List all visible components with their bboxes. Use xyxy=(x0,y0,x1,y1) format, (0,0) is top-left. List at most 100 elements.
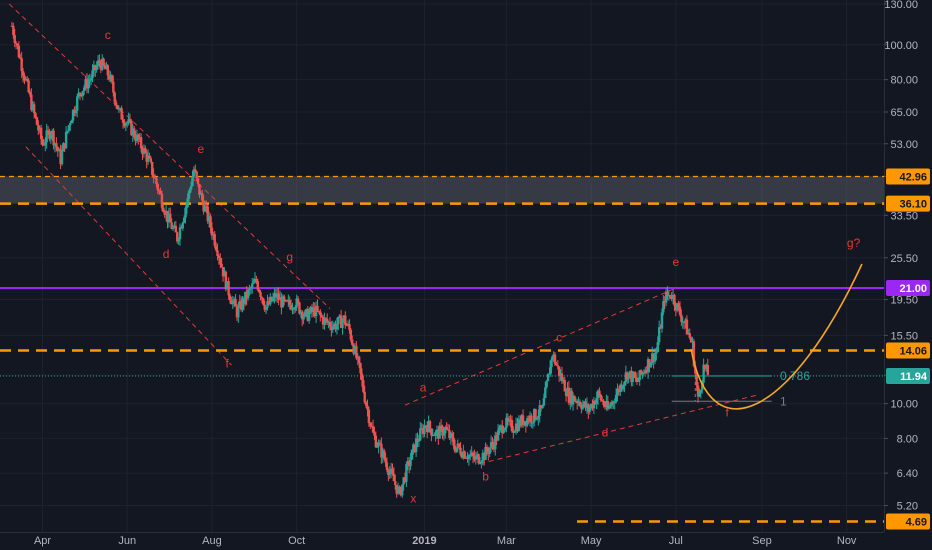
candle-body xyxy=(289,304,293,310)
trendline xyxy=(25,146,232,366)
candle-body xyxy=(324,318,328,320)
horizontal-levels[interactable] xyxy=(0,175,884,523)
candle-body xyxy=(120,108,123,120)
candle-body xyxy=(167,213,171,223)
candle-body xyxy=(616,388,619,395)
candle-body xyxy=(337,316,340,325)
candle-body xyxy=(131,128,134,136)
candle-body xyxy=(481,453,484,462)
candle-body xyxy=(317,310,321,312)
candle-body xyxy=(53,143,57,146)
candle-body xyxy=(89,78,93,81)
candle-body xyxy=(399,487,403,496)
candle-body xyxy=(177,239,180,242)
candle-body xyxy=(194,169,197,172)
candle-body xyxy=(603,405,607,408)
candle-body xyxy=(420,428,423,430)
candle-body xyxy=(541,405,544,409)
candle-body xyxy=(463,451,466,459)
candle-body xyxy=(557,366,561,376)
candle-body xyxy=(673,295,676,306)
candle-body xyxy=(570,390,573,405)
candle-body xyxy=(285,300,289,302)
candle-body xyxy=(92,65,96,71)
candle-body xyxy=(528,415,532,422)
candle-body xyxy=(446,429,450,431)
candle-body xyxy=(13,35,16,43)
candle-body xyxy=(352,344,355,354)
candle-body xyxy=(269,296,272,305)
candle-body xyxy=(305,309,308,312)
candle-body xyxy=(564,391,568,397)
time-tick-label: May xyxy=(581,535,602,547)
candle-body xyxy=(37,124,40,131)
candle-body xyxy=(238,300,241,307)
candle-body xyxy=(353,346,357,354)
price-tick-label: 80.00 xyxy=(890,75,918,87)
candle-body xyxy=(155,177,158,185)
candle-body xyxy=(662,301,665,313)
candle-body xyxy=(52,130,55,146)
candle-body xyxy=(107,75,111,80)
candle-body xyxy=(276,293,279,298)
candle-body xyxy=(644,370,647,374)
candle-body xyxy=(417,440,421,442)
candle-body xyxy=(677,303,680,307)
candle-body xyxy=(302,316,305,320)
candle-body xyxy=(312,307,315,312)
candle-body xyxy=(438,425,441,439)
wave-label: f xyxy=(226,357,230,371)
candle-body xyxy=(203,205,207,212)
candle-body xyxy=(453,445,457,452)
candlesticks xyxy=(10,21,709,498)
time-axis[interactable]: Apr Jun Aug Oct 2019 Mar May Jul Sep Nov xyxy=(34,535,857,547)
candle-body xyxy=(666,291,669,296)
candle-body xyxy=(424,425,428,427)
candle-body xyxy=(164,210,168,215)
candle-body xyxy=(356,356,359,359)
candle-body xyxy=(101,58,104,70)
trendline xyxy=(479,394,760,465)
candle-body xyxy=(349,329,353,340)
candle-body xyxy=(651,353,654,363)
candle-body xyxy=(307,312,311,321)
candle-body xyxy=(560,373,564,382)
candle-body xyxy=(694,366,697,374)
candle-body xyxy=(328,321,332,327)
candle-body xyxy=(460,454,464,458)
candle-body xyxy=(645,370,648,373)
candle-body xyxy=(64,131,68,149)
candle-body xyxy=(581,404,584,409)
candle-body xyxy=(288,300,291,305)
candle-body xyxy=(549,360,553,374)
candle-body xyxy=(30,94,33,110)
candle-body xyxy=(342,315,346,321)
candle-body xyxy=(363,391,366,403)
candle-body xyxy=(431,435,434,437)
candle-body xyxy=(569,390,572,403)
candle-body xyxy=(696,385,700,397)
price-tick-label: 65.00 xyxy=(890,107,918,119)
candle-body xyxy=(374,435,378,448)
candle-body xyxy=(487,451,490,454)
candle-body xyxy=(66,130,69,132)
candle-body xyxy=(128,119,132,121)
candle-body xyxy=(273,293,276,298)
candle-body xyxy=(524,421,528,426)
wave-label: d xyxy=(602,425,609,439)
candle-body xyxy=(534,409,537,420)
candle-body xyxy=(637,380,640,382)
candle-body xyxy=(699,389,703,393)
candle-body xyxy=(609,405,612,407)
candle-body xyxy=(82,87,86,92)
candle-body xyxy=(110,75,114,82)
candle-body xyxy=(527,418,530,422)
candle-body xyxy=(214,245,218,251)
candle-body xyxy=(509,419,512,421)
candle-body xyxy=(632,372,636,378)
candle-body xyxy=(430,428,433,436)
candle-body xyxy=(489,442,493,448)
candle-body xyxy=(428,421,432,429)
